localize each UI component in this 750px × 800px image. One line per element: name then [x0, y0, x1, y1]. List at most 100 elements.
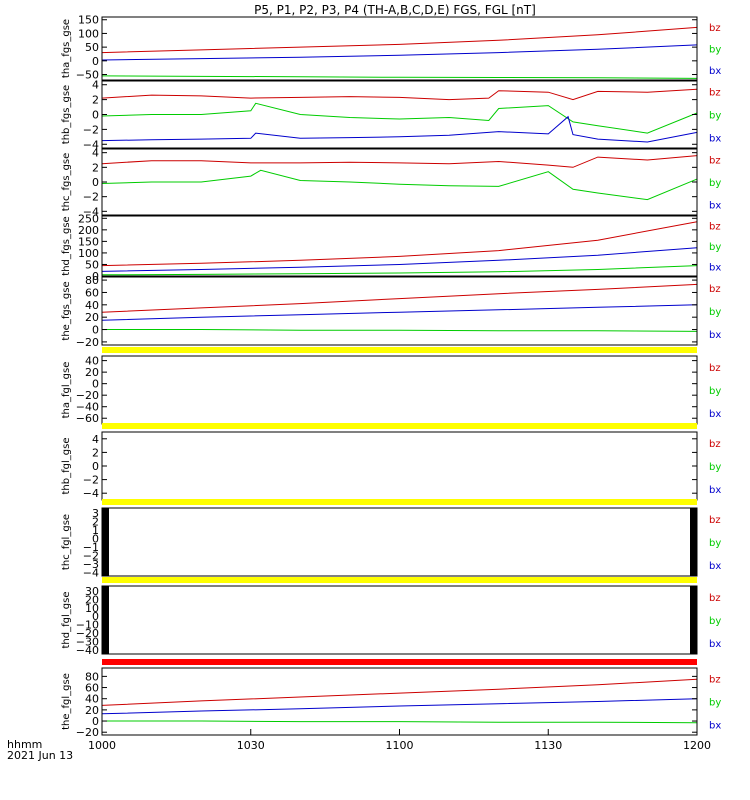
series-group: [101, 283, 698, 332]
series-line-bx: [101, 115, 698, 143]
legend-bz: bz: [709, 23, 721, 34]
series-line-bx: [101, 698, 698, 715]
y-tick-label: 0: [92, 324, 99, 337]
footer-hhmm-label: hhmm: [7, 738, 42, 751]
legend-bz: bz: [709, 284, 721, 295]
y-tick-label: 0: [92, 270, 99, 283]
y-tick-label: 4: [92, 79, 99, 92]
y-tick-label: 40: [85, 693, 99, 706]
legend-bz: bz: [709, 439, 721, 450]
y-tick-label: −1: [83, 541, 99, 554]
legend-bx: bx: [709, 409, 721, 420]
y-tick-label: 50: [85, 258, 99, 271]
legend-by: by: [709, 386, 721, 397]
y-tick-label: −40: [76, 401, 99, 414]
y-tick-label: 2: [92, 94, 99, 107]
legend-bx: bx: [709, 639, 721, 650]
y-tick-label: −4: [83, 138, 99, 151]
y-tick-label: 0: [92, 610, 99, 623]
series-line-bx: [101, 247, 698, 272]
y-tick-label: −2: [83, 550, 99, 563]
legend-bx: bx: [709, 262, 721, 273]
panel-ylabel: tha_fgl_gse: [61, 362, 72, 419]
y-tick-label: 0: [92, 533, 99, 546]
y-tick-label: 40: [85, 355, 99, 368]
y-tick-label: 20: [85, 704, 99, 717]
legend-by: by: [709, 307, 721, 318]
y-tick-label: 150: [78, 235, 99, 248]
legend-bz: bz: [709, 515, 721, 526]
legend-by: by: [709, 45, 721, 56]
y-tick-label: 150: [78, 14, 99, 27]
data-gap-bar-right: [690, 508, 697, 576]
data-gap-bar-left: [102, 508, 109, 576]
legend-bz: bz: [709, 593, 721, 604]
y-tick-label: 2: [92, 446, 99, 459]
y-tick-label: 100: [78, 247, 99, 260]
series-line-bx: [101, 44, 698, 61]
legend-by: by: [709, 538, 721, 549]
y-tick-label: 20: [85, 593, 99, 606]
panel-ylabel: thd_fgl_gse: [61, 592, 72, 649]
availability-bar: [102, 659, 697, 665]
legend-bx: bx: [709, 200, 721, 211]
y-tick-label: −3: [83, 558, 99, 571]
legend-bx: bx: [709, 720, 721, 731]
panel-ylabel: thd_fgs_gse: [61, 216, 72, 275]
y-tick-label: 200: [78, 224, 99, 237]
series-group: [101, 678, 698, 724]
legend-bz: bz: [709, 88, 721, 99]
panel-thc_fgs_gse: 42 0 −2−4 thc_fgs_gse bz by bx: [61, 147, 721, 219]
y-tick-label: −4: [83, 205, 99, 218]
y-tick-label: 250: [78, 212, 99, 225]
panel-thb_fgs_gse: 4 2 0−2 −4 thb_fgs_gse bz by bx: [61, 79, 721, 152]
y-tick-label: 0: [92, 176, 99, 189]
series-line-bz: [101, 221, 698, 267]
series-line-bz: [101, 678, 698, 706]
availability-bar: [102, 577, 697, 583]
y-tick-label: −20: [76, 389, 99, 402]
y-tick-label: 50: [85, 41, 99, 54]
legend-bz: bz: [709, 675, 721, 686]
series-group: [101, 26, 698, 79]
y-tick-label: 20: [85, 311, 99, 324]
y-tick-label: 30: [85, 585, 99, 598]
y-tick-label: −40: [76, 644, 99, 657]
panel-frame: [101, 16, 698, 81]
y-tick-label: 0: [92, 715, 99, 728]
series-group: [101, 221, 698, 276]
panel-ylabel: thc_fgl_gse: [61, 514, 72, 570]
availability-bar: [102, 347, 697, 353]
series-line-by: [101, 75, 698, 79]
y-tick-label: 1: [92, 524, 99, 537]
x-axis: 1000 1030 1100 1130 1200: [88, 729, 711, 752]
y-tick-label: −30: [76, 635, 99, 648]
panel-frame: [101, 585, 698, 655]
series-line-by: [101, 169, 698, 201]
panel-ylabel: the_fgs_gse: [61, 281, 72, 340]
panel-ylabel: thb_fgl_gse: [61, 438, 72, 495]
y-tick-label: 0: [92, 378, 99, 391]
chart-title: P5, P1, P2, P3, P4 (TH-A,B,C,D,E) FGS, F…: [254, 3, 536, 17]
series-line-bx: [101, 304, 698, 321]
y-tick-label: 2: [92, 161, 99, 174]
series-line-by: [102, 720, 698, 724]
legend-bz: bz: [709, 222, 721, 233]
availability-bar: [102, 499, 697, 505]
y-tick-label: 10: [85, 602, 99, 615]
panel-ylabel: tha_fgs_gse: [61, 19, 72, 78]
y-tick-label: 3: [92, 507, 99, 520]
y-tick-label: 0: [92, 109, 99, 122]
y-tick-label: 0: [92, 55, 99, 68]
data-gap-bar-left: [102, 586, 109, 654]
legend-by: by: [709, 698, 721, 709]
data-gap-bar-right: [690, 586, 697, 654]
y-tick-label: −2: [83, 191, 99, 204]
panel-frame: [101, 276, 698, 346]
y-tick-label: −10: [76, 619, 99, 632]
